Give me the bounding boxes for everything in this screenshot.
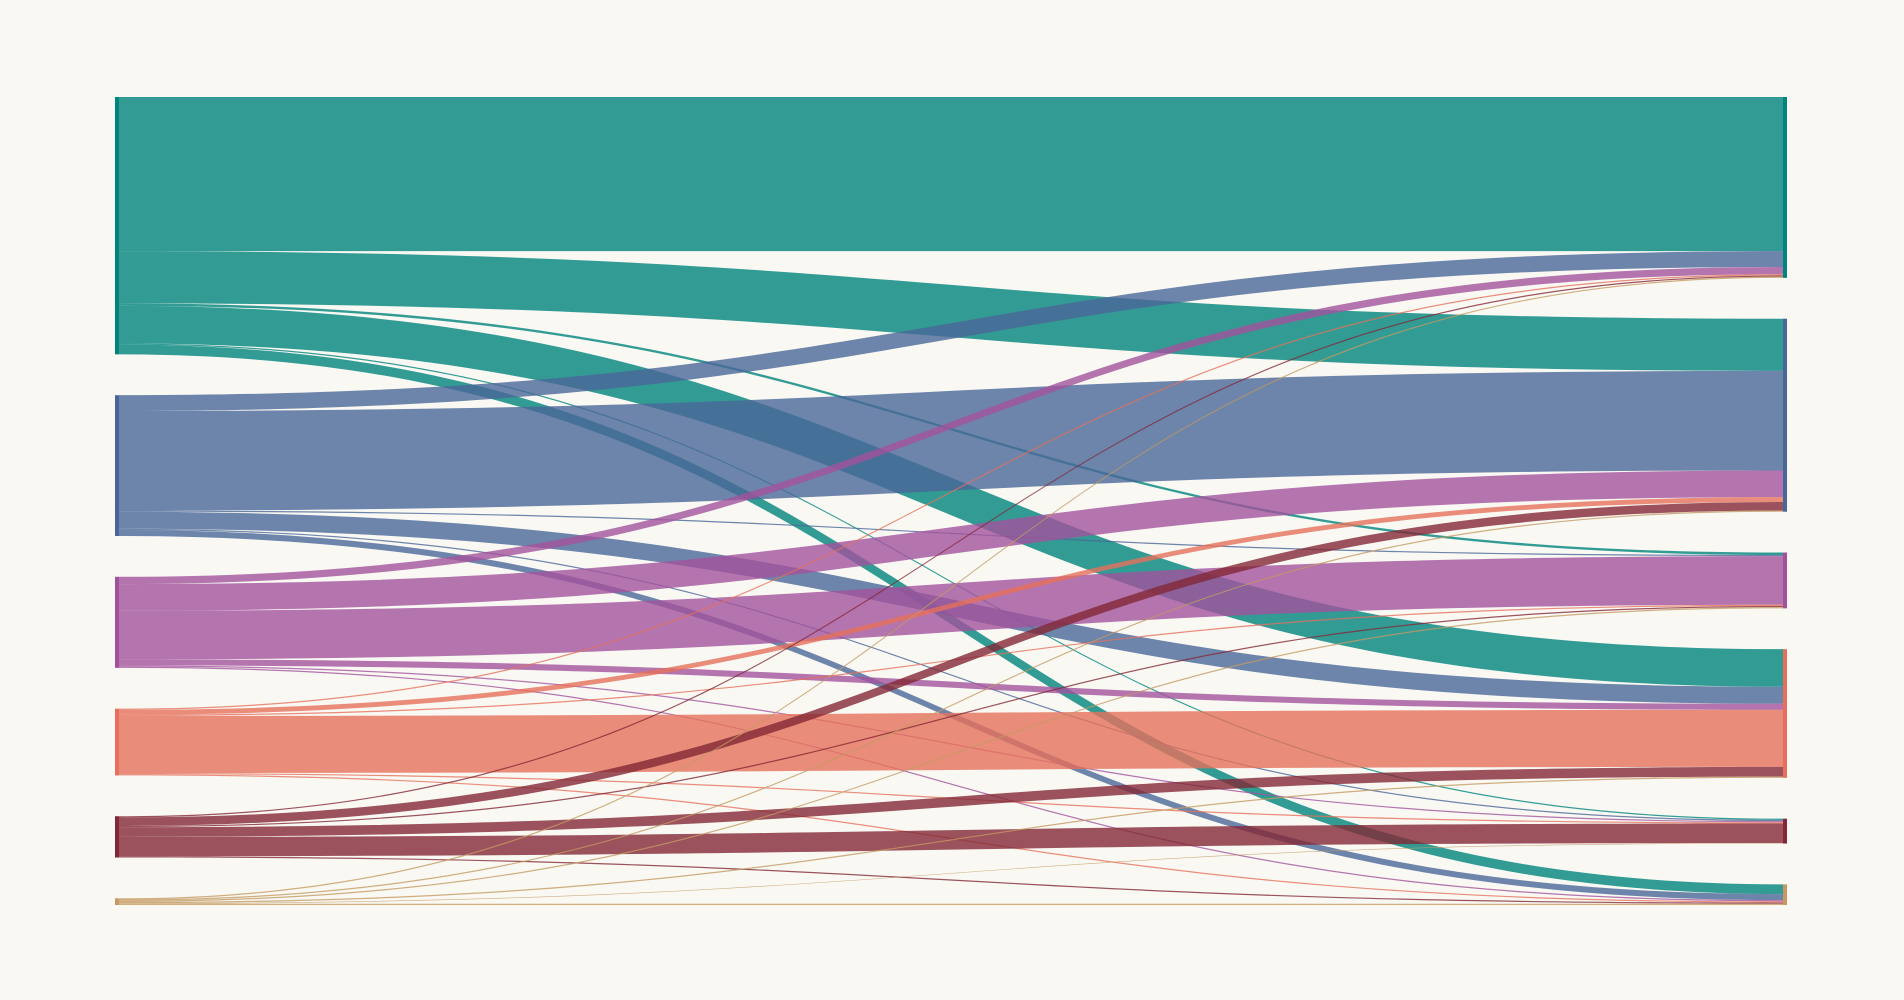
link — [119, 510, 1783, 901]
link — [119, 266, 1783, 585]
link — [119, 343, 1783, 820]
source-node — [115, 576, 119, 668]
links — [119, 97, 1783, 905]
source-node — [115, 898, 119, 905]
link — [119, 305, 1783, 687]
link — [119, 766, 1783, 837]
target-node — [1783, 884, 1787, 905]
source-node — [115, 395, 119, 536]
link — [119, 276, 1783, 900]
link — [119, 856, 1783, 904]
target-node — [1783, 97, 1787, 278]
link — [119, 659, 1783, 710]
target-node — [1783, 649, 1787, 778]
link — [119, 97, 1783, 252]
link — [119, 776, 1783, 904]
link — [119, 251, 1783, 371]
source-node — [115, 708, 119, 776]
link — [119, 528, 1783, 822]
nodes — [115, 97, 1787, 905]
link — [119, 251, 1783, 411]
link — [119, 274, 1783, 710]
source-node — [115, 97, 119, 355]
link — [119, 470, 1783, 611]
link — [119, 607, 1783, 902]
link — [119, 497, 1783, 715]
target-node — [1783, 318, 1787, 512]
link — [119, 666, 1783, 902]
link — [119, 709, 1783, 774]
link — [119, 842, 1783, 904]
target-node — [1783, 552, 1787, 609]
link — [119, 502, 1783, 826]
link — [119, 370, 1783, 511]
source-node — [115, 816, 119, 858]
link — [119, 903, 1783, 905]
link — [119, 605, 1783, 828]
target-node — [1783, 818, 1787, 844]
link — [119, 275, 1783, 818]
